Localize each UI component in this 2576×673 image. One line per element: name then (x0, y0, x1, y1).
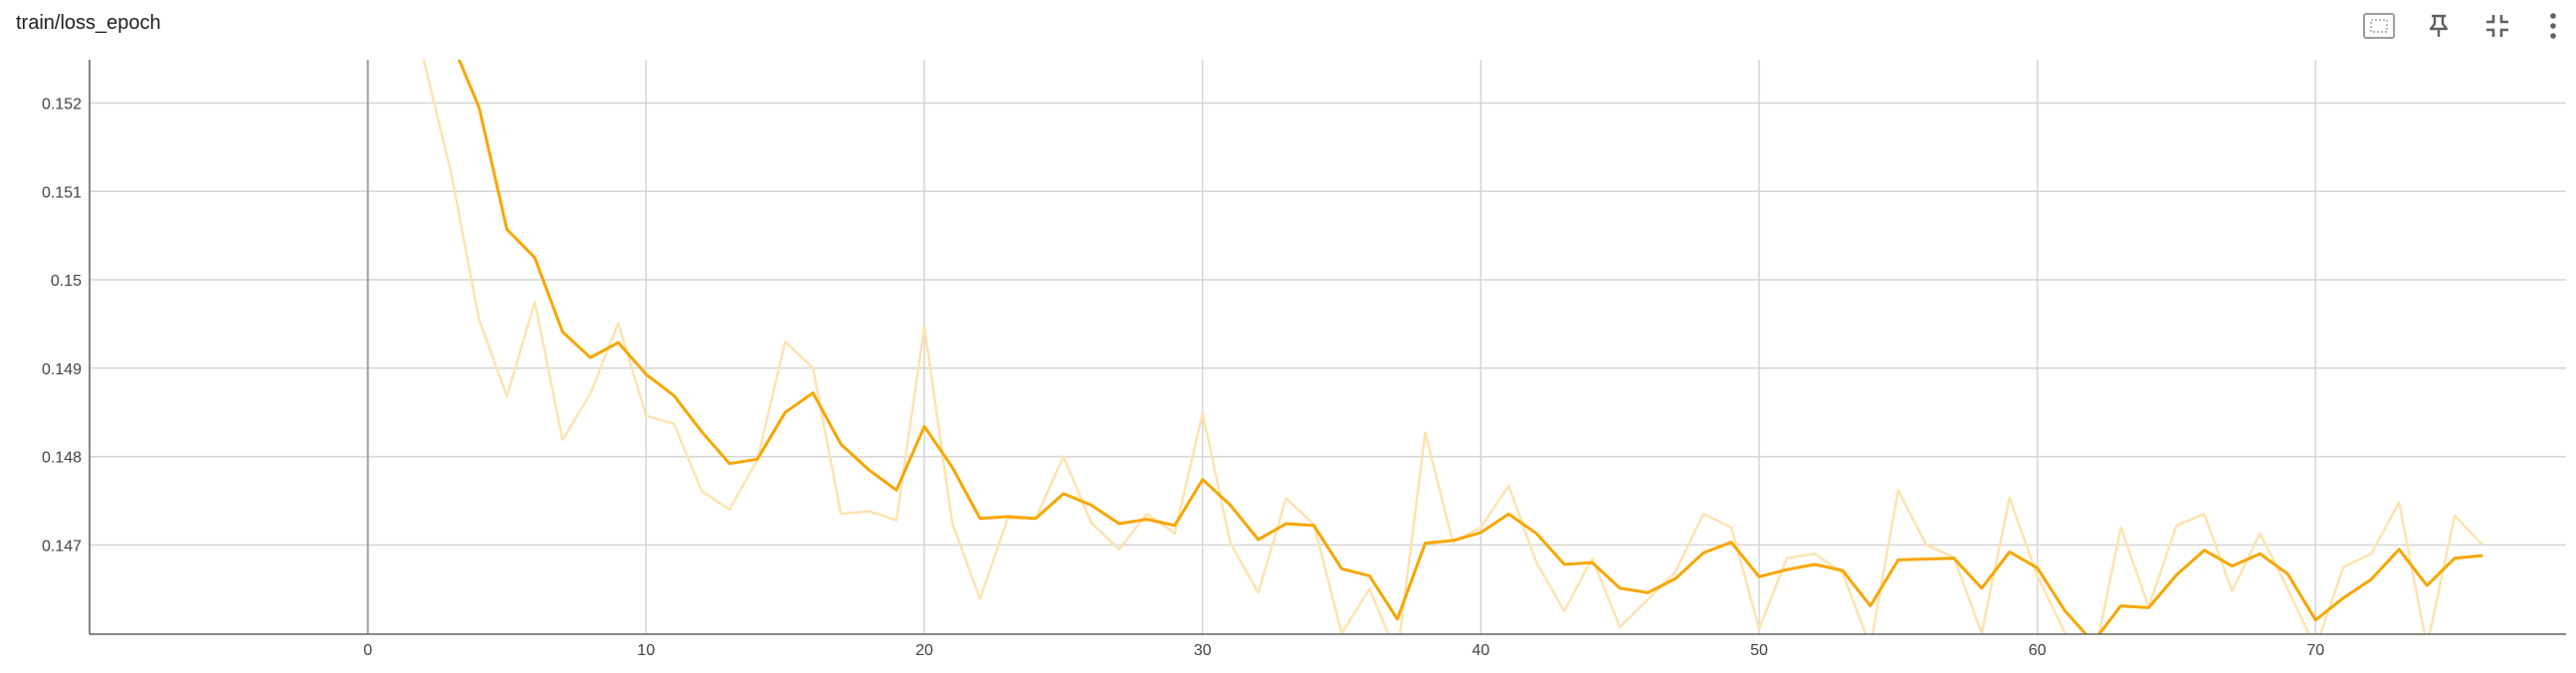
x-tick-label: 60 (2029, 642, 2047, 659)
raw-loss-line (422, 60, 2484, 634)
y-tick-label: 0.147 (42, 538, 82, 555)
collapse-icon[interactable] (2477, 8, 2517, 44)
y-tick-label: 0.148 (42, 450, 82, 467)
fit-domain-icon[interactable] (2359, 8, 2399, 44)
pin-icon[interactable] (2419, 8, 2459, 44)
x-tick-label: 50 (1750, 642, 1768, 659)
y-tick-label: 0.149 (42, 361, 82, 378)
x-tick-label: 20 (915, 642, 933, 659)
y-tick-label: 0.152 (42, 96, 82, 112)
more-vert-icon[interactable] (2533, 8, 2573, 44)
chart-title: train/loss_epoch (16, 12, 161, 34)
x-tick-label: 70 (2306, 642, 2324, 659)
x-tick-label: 0 (363, 642, 372, 659)
x-tick-label: 40 (1472, 642, 1489, 659)
x-tick-label: 10 (637, 642, 655, 659)
smoothed-loss-line (457, 60, 2483, 634)
y-tick-label: 0.151 (42, 184, 82, 201)
x-tick-label: 30 (1194, 642, 1212, 659)
y-tick-label: 0.15 (51, 273, 82, 290)
